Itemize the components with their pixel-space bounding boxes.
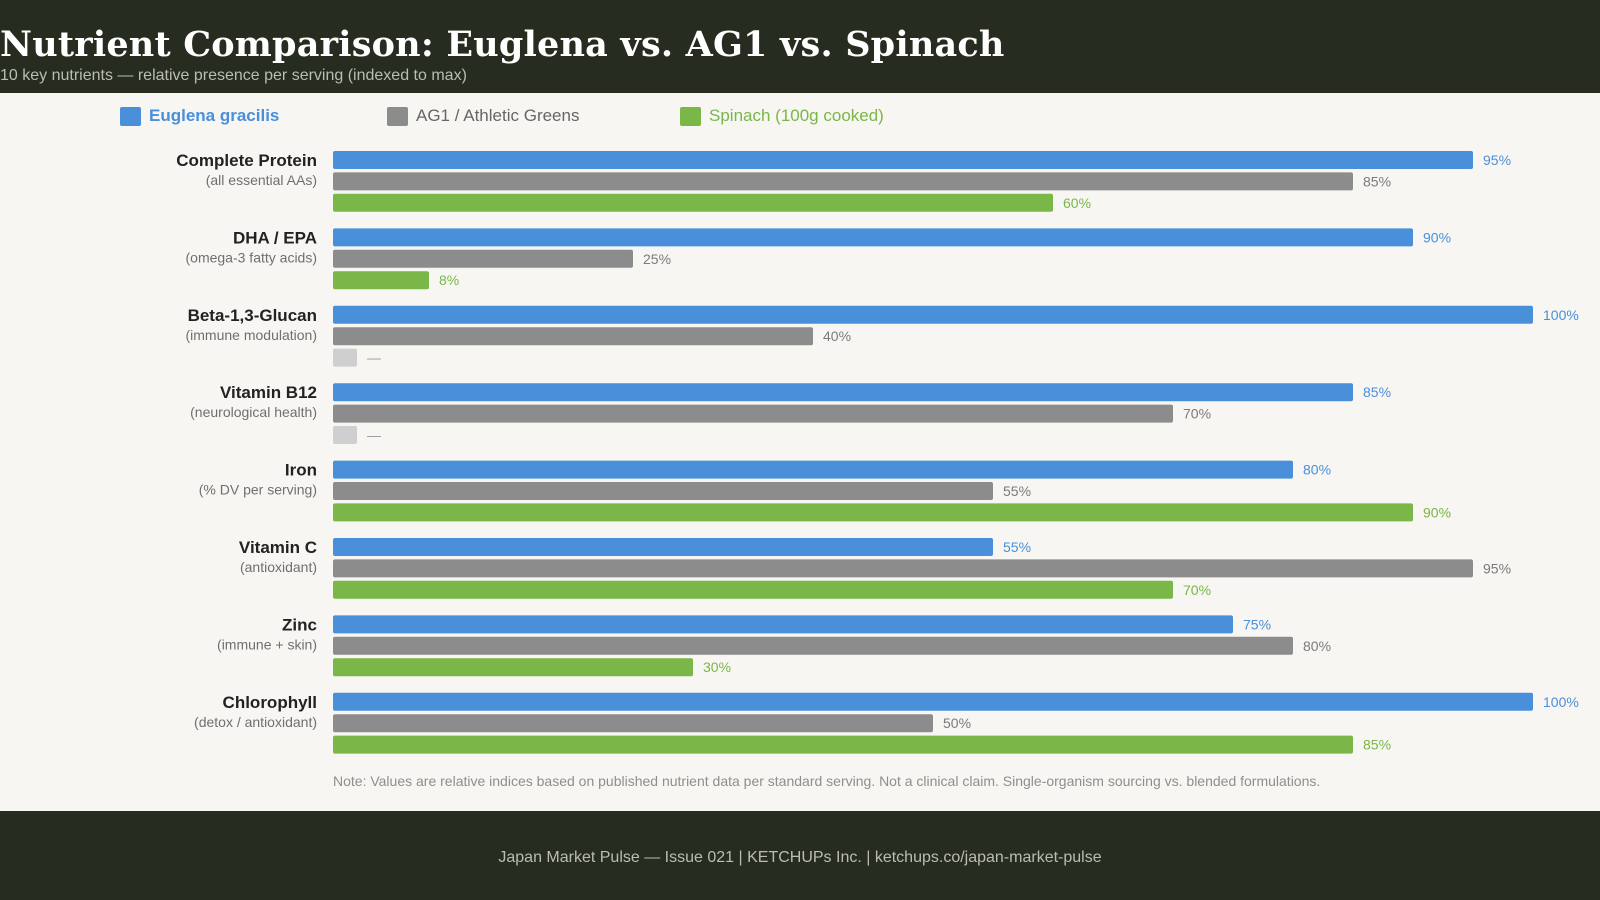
bar-spinach-complete-protein	[333, 193, 1053, 212]
value-label-spinach-vitamin-b12: —	[367, 427, 381, 443]
chart-title: Nutrient Comparison: Euglena vs. AG1 vs.…	[0, 24, 1005, 65]
category-sublabel-beta-1-3-glucan: (immune modulation)	[186, 327, 318, 343]
value-label-ag1-complete-protein: 85%	[1363, 173, 1391, 189]
bar-ag1-dha-epa	[333, 249, 633, 268]
bar-ag1-zinc	[333, 636, 1293, 655]
bar-ag1-complete-protein	[333, 172, 1353, 191]
value-label-euglena-dha-epa: 90%	[1423, 229, 1451, 245]
bar-spinach-beta-1-3-glucan	[333, 348, 357, 367]
value-label-spinach-iron: 90%	[1423, 504, 1451, 520]
chart-note: Note: Values are relative indices based …	[333, 773, 1321, 789]
value-label-ag1-chlorophyll: 50%	[943, 715, 971, 731]
category-label-zinc: Zinc	[282, 615, 317, 634]
legend-label-spinach: Spinach (100g cooked)	[709, 106, 884, 125]
value-label-ag1-vitamin-c: 95%	[1483, 560, 1511, 576]
legend-item-ag1: AG1 / Athletic Greens	[387, 106, 579, 126]
bar-euglena-vitamin-b12	[333, 383, 1353, 402]
bar-ag1-beta-1-3-glucan	[333, 327, 813, 346]
value-label-spinach-complete-protein: 60%	[1063, 195, 1091, 211]
legend-label-euglena: Euglena gracilis	[149, 106, 280, 125]
bar-spinach-chlorophyll	[333, 735, 1353, 754]
bar-spinach-vitamin-b12	[333, 426, 357, 444]
bar-spinach-zinc	[333, 658, 693, 677]
category-label-dha-epa: DHA / EPA	[233, 228, 317, 247]
category-sublabel-vitamin-c: (antioxidant)	[240, 559, 317, 575]
category-sublabel-dha-epa: (omega-3 fatty acids)	[186, 249, 318, 265]
bar-euglena-dha-epa	[333, 228, 1413, 247]
bar-euglena-zinc	[333, 615, 1233, 634]
bar-euglena-vitamin-c	[333, 538, 993, 556]
value-label-ag1-iron: 55%	[1003, 483, 1031, 499]
category-label-complete-protein: Complete Protein	[176, 151, 317, 170]
value-label-spinach-vitamin-c: 70%	[1183, 582, 1211, 598]
legend-item-spinach: Spinach (100g cooked)	[680, 106, 884, 126]
category-label-beta-1-3-glucan: Beta-1,3-Glucan	[188, 306, 317, 325]
value-label-spinach-dha-epa: 8%	[439, 272, 459, 288]
value-label-ag1-dha-epa: 25%	[643, 251, 671, 267]
legend-item-euglena: Euglena gracilis	[120, 106, 279, 126]
bar-spinach-iron	[333, 503, 1413, 522]
bar-ag1-iron	[333, 482, 993, 500]
value-label-euglena-iron: 80%	[1303, 462, 1331, 478]
category-sublabel-zinc: (immune + skin)	[217, 636, 317, 652]
value-label-spinach-zinc: 30%	[703, 659, 731, 675]
bar-ag1-chlorophyll	[333, 714, 933, 733]
value-label-ag1-vitamin-b12: 70%	[1183, 406, 1211, 422]
category-sublabel-vitamin-b12: (neurological health)	[190, 404, 317, 420]
legend-swatch-euglena	[120, 106, 141, 126]
value-label-euglena-zinc: 75%	[1243, 616, 1271, 632]
value-label-euglena-vitamin-b12: 85%	[1363, 384, 1391, 400]
value-label-spinach-chlorophyll: 85%	[1363, 737, 1391, 753]
category-label-vitamin-b12: Vitamin B12	[220, 383, 317, 402]
value-label-spinach-beta-1-3-glucan: —	[367, 350, 381, 366]
category-sublabel-iron: (% DV per serving)	[199, 482, 317, 498]
bar-euglena-chlorophyll	[333, 692, 1533, 711]
category-label-vitamin-c: Vitamin C	[239, 538, 317, 557]
value-label-euglena-beta-1-3-glucan: 100%	[1543, 307, 1579, 323]
bar-ag1-vitamin-b12	[333, 404, 1173, 423]
bar-euglena-complete-protein	[333, 151, 1473, 169]
category-label-iron: Iron	[285, 461, 317, 480]
category-sublabel-complete-protein: (all essential AAs)	[206, 172, 317, 188]
legend-swatch-spinach	[680, 106, 701, 126]
category-label-chlorophyll: Chlorophyll	[223, 693, 317, 712]
value-label-euglena-vitamin-c: 55%	[1003, 539, 1031, 555]
bar-ag1-vitamin-c	[333, 559, 1473, 578]
value-label-euglena-complete-protein: 95%	[1483, 152, 1511, 168]
category-sublabel-chlorophyll: (detox / antioxidant)	[194, 714, 317, 730]
value-label-ag1-beta-1-3-glucan: 40%	[823, 328, 851, 344]
bar-spinach-vitamin-c	[333, 580, 1173, 599]
bar-spinach-dha-epa	[333, 271, 429, 290]
footer-text: Japan Market Pulse — Issue 021 | KETCHUP…	[498, 849, 1102, 866]
value-label-euglena-chlorophyll: 100%	[1543, 694, 1579, 710]
bar-euglena-iron	[333, 460, 1293, 479]
bar-euglena-beta-1-3-glucan	[333, 305, 1533, 324]
header-bar	[0, 0, 1600, 93]
footer-bar	[0, 811, 1600, 900]
legend-swatch-ag1	[387, 106, 408, 126]
legend-label-ag1: AG1 / Athletic Greens	[416, 106, 580, 125]
value-label-ag1-zinc: 80%	[1303, 638, 1331, 654]
chart-subtitle: 10 key nutrients — relative presence per…	[0, 67, 467, 84]
